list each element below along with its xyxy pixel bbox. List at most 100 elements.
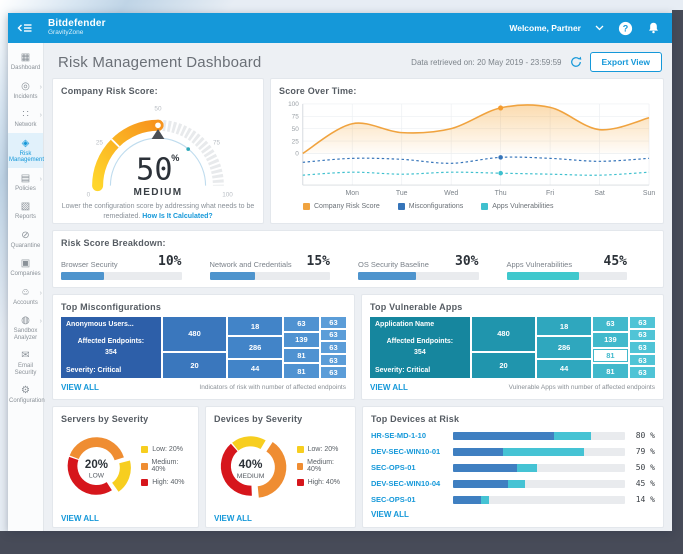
view-all-servers-link[interactable]: VIEW ALL	[61, 514, 99, 523]
svg-text:Mon: Mon	[346, 190, 360, 197]
sidebar-item-companies[interactable]: ▣ Companies	[8, 253, 43, 282]
legend-label: Low: 20%	[152, 446, 183, 453]
breakdown-item-top: Apps Vulnerabilities 45%	[507, 254, 628, 269]
device-name-link[interactable]: DEV-SEC-WIN10-01	[371, 447, 441, 456]
svg-text:Sun: Sun	[643, 190, 655, 197]
misconfigurations-title: Top Misconfigurations	[61, 302, 162, 312]
breakdown-label: Apps Vulnerabilities	[506, 260, 573, 269]
treemap-cell[interactable]: 63	[629, 342, 655, 353]
how-calculated-link[interactable]: How Is It Calculated?	[142, 213, 213, 221]
breakdown-value: 45%	[603, 254, 627, 269]
treemap-cell[interactable]: 81	[283, 348, 319, 363]
treemap-cell[interactable]: 63	[320, 367, 346, 378]
sidebar-item-network[interactable]: ∷ Network ›	[8, 104, 43, 133]
sidebar-item-label: Risk Management	[9, 150, 45, 164]
chevron-down-icon[interactable]	[595, 25, 604, 31]
treemap-cell[interactable]: 139	[592, 332, 628, 347]
treemap-cell[interactable]: 44	[228, 359, 282, 378]
chevron-right-icon: ›	[39, 318, 42, 325]
legend-swatch	[303, 202, 310, 210]
sidebar-item-dashboard[interactable]: ▦ Dashboard	[8, 47, 43, 76]
svg-text:?: ?	[623, 23, 629, 33]
treemap-cell[interactable]: 63	[320, 317, 346, 328]
score-over-time-card: Score Over Time: 100 75 50 25 0 Mon Tue Wed Thu F…	[270, 78, 664, 224]
treemap-cell[interactable]: 18	[537, 317, 591, 336]
breakdown-value: 15%	[306, 254, 330, 269]
sidebar-item-configuration[interactable]: ⚙ Configuration	[8, 380, 45, 409]
export-view-button[interactable]: Export View	[589, 52, 662, 72]
treemap-cell[interactable]: 63	[629, 354, 655, 366]
treemap-main-name: Application Name	[375, 321, 435, 328]
score-over-time-chart: 100 75 50 25 0 Mon Tue Wed Thu Fri Sat Sun	[288, 101, 655, 197]
treemap-cell[interactable]: 286	[228, 337, 282, 358]
view-all-devices-link[interactable]: VIEW ALL	[214, 514, 252, 523]
gauge-note: Lower the configuration score by address…	[61, 202, 255, 222]
refresh-icon[interactable]	[570, 56, 582, 68]
brand-name: Bitdefender	[48, 18, 106, 30]
treemap-cell[interactable]: 286	[537, 337, 591, 358]
bar-segment-primary	[453, 463, 517, 472]
breakdown-item-top: OS Security Baseline 30%	[358, 254, 479, 269]
sidebar-item-risk-management[interactable]: ◈ Risk Management	[8, 132, 45, 168]
device-name-link[interactable]: DEV-SEC-WIN10-04	[371, 479, 441, 488]
treemap-cell[interactable]: 20	[162, 352, 227, 378]
treemap-cell[interactable]: 63	[592, 317, 628, 331]
brand-product: GravityZone	[48, 29, 84, 37]
treemap-cell[interactable]: 139	[283, 332, 319, 347]
breakdown-title: Risk Score Breakdown:	[61, 238, 166, 248]
sidebar-item-reports[interactable]: ▧ Reports	[8, 196, 43, 225]
sidebar-item-sandbox-analyzer[interactable]: ◍ Sandbox Analyzer ›	[8, 310, 43, 345]
help-icon[interactable]: ?	[618, 21, 633, 36]
device-risk-value: 45 %	[635, 479, 655, 488]
sidebar-item-email-security[interactable]: ✉ Email Security	[8, 345, 43, 380]
treemap-cell[interactable]: 18	[228, 317, 282, 336]
devices-donut-chart: 40% MEDIUM	[220, 436, 287, 498]
affected-endpoints-value: 354	[414, 348, 426, 356]
view-all-misconfigurations-link[interactable]: VIEW ALL	[61, 383, 99, 392]
servers-title: Servers by Severity	[61, 414, 149, 424]
treemap-cell[interactable]: 63	[629, 329, 655, 341]
treemap-column: 63 139 81 81	[592, 317, 628, 378]
chevron-right-icon: ›	[39, 83, 42, 91]
treemap-cell[interactable]: 63	[320, 354, 346, 366]
sidebar-item-accounts[interactable]: ☺ Accounts ›	[8, 282, 43, 311]
device-name-link[interactable]: SEC-OPS-01	[371, 463, 416, 472]
sidebar-item-quarantine[interactable]: ⊘ Quarantine	[8, 225, 43, 254]
treemap-cell[interactable]: 63	[629, 367, 655, 378]
treemap-cell[interactable]: 81	[283, 364, 319, 378]
view-all-vulnerable-apps-link[interactable]: VIEW ALL	[370, 383, 408, 392]
device-risk-value: 79 %	[635, 447, 655, 456]
legend-label: Misconfigurations	[408, 202, 464, 210]
bell-icon[interactable]	[647, 21, 660, 35]
device-risk-row: DEV-SEC-WIN10-01 79 %	[371, 447, 655, 456]
treemap-cell[interactable]: 20	[471, 352, 536, 378]
users-icon: ☺	[20, 286, 31, 298]
treemap-cell[interactable]: 81	[592, 364, 628, 378]
affected-endpoints-label: Affected Endpoints:	[77, 338, 145, 345]
treemap-main-block[interactable]: Anonymous Users... Affected Endpoints: 354…	[61, 317, 161, 378]
gauge-title: Company Risk Score:	[61, 86, 158, 96]
treemap-cell[interactable]: 44	[537, 359, 591, 378]
treemap-cell[interactable]: 63	[320, 342, 346, 353]
device-name-link[interactable]: SEC-OPS-01	[371, 495, 416, 504]
top-devices-title: Top Devices at Risk	[371, 414, 460, 424]
shield-icon: ◈	[21, 137, 30, 149]
treemap-main-block[interactable]: Application Name Affected Endpoints: 354 Se…	[370, 317, 470, 378]
treemap-cell[interactable]: 63	[629, 317, 655, 328]
treemap-cell[interactable]: 63	[320, 329, 346, 341]
top-misconfigurations-card: Top Misconfigurations Anonymous Users...…	[52, 294, 355, 400]
device-name-link[interactable]: HR-SE-MD-1-10	[371, 431, 427, 440]
treemap-cell[interactable]: 81	[592, 348, 628, 363]
breakdown-bar-fill	[209, 272, 256, 280]
view-all-top-devices-link[interactable]: VIEW ALL	[371, 510, 409, 519]
treemap-cell[interactable]: 63	[283, 317, 319, 331]
welcome-menu[interactable]: Welcome, Partner	[509, 23, 581, 33]
breakdown-bar-track	[358, 272, 479, 280]
collapse-menu-icon[interactable]	[8, 21, 42, 35]
treemap-cell[interactable]: 480	[471, 317, 536, 351]
sidebar-item-incidents[interactable]: ◎ Incidents ›	[8, 76, 43, 105]
sidebar-item-policies[interactable]: ▤ Policies ›	[8, 168, 43, 197]
gauge-pointer	[151, 128, 165, 140]
treemap-column: 480 20	[471, 317, 536, 378]
treemap-cell[interactable]: 480	[162, 317, 227, 351]
